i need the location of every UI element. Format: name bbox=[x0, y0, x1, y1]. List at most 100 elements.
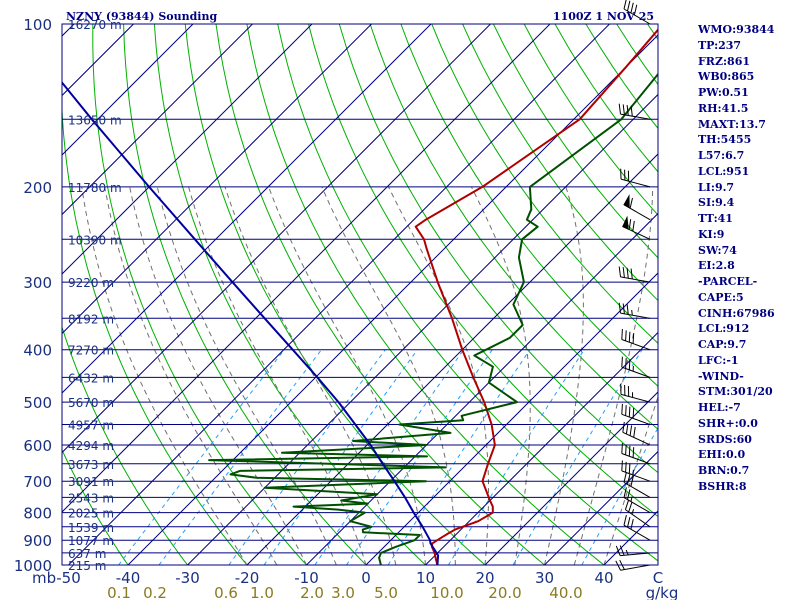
mixing-ratio-label: 0.2 bbox=[143, 584, 167, 600]
wind-barb bbox=[623, 472, 651, 498]
sounding-index-item: KI:9 bbox=[698, 227, 725, 241]
isotherm-line bbox=[68, 24, 610, 565]
height-label: 4294 m bbox=[68, 439, 114, 453]
sounding-index-item: SRDS:60 bbox=[698, 432, 752, 446]
parcel-trace bbox=[62, 80, 440, 565]
sounding-index-item: BRN:0.7 bbox=[698, 464, 750, 477]
temperature-tick-label: -10 bbox=[294, 569, 319, 587]
pressure-tick-label: 700 bbox=[23, 473, 52, 491]
temperature-tick-label: -20 bbox=[235, 569, 260, 587]
sounding-index-item: SW:74 bbox=[698, 243, 737, 257]
wind-barb bbox=[624, 499, 651, 528]
dry-adiabat-line bbox=[246, 24, 605, 565]
wind-barb bbox=[621, 403, 651, 426]
sounding-index-item: HEL:-7 bbox=[698, 401, 741, 414]
wind-barb bbox=[622, 421, 651, 446]
mixing-ratio-label: 2.0 bbox=[300, 584, 324, 600]
height-label: 2025 m bbox=[68, 507, 114, 521]
mixing-ratio-line bbox=[118, 349, 285, 565]
sounding-index-item: SHR+:0.0 bbox=[698, 416, 758, 430]
temperature-tick-label: -40 bbox=[116, 569, 141, 587]
mixing-ratio-label: 0.1 bbox=[107, 584, 131, 600]
temperature-tick-label: -30 bbox=[175, 569, 200, 587]
isotherm-line bbox=[62, 24, 551, 513]
height-label: 5670 m bbox=[68, 396, 114, 410]
moist-adiabat-line bbox=[104, 186, 278, 565]
isotherm-line bbox=[544, 450, 658, 565]
wind-barbs bbox=[615, 0, 651, 571]
pressure-tick-label: 300 bbox=[23, 274, 52, 292]
height-label: 3091 m bbox=[68, 475, 114, 489]
pressure-tick-label: 400 bbox=[23, 342, 52, 360]
height-label: 3673 m bbox=[68, 458, 114, 472]
temperature-tick-label: 10 bbox=[416, 569, 435, 587]
wind-barb bbox=[621, 443, 651, 465]
isotherm-line bbox=[62, 24, 372, 335]
height-label: 16270 m bbox=[68, 18, 122, 32]
height-label: 215 m bbox=[68, 559, 106, 573]
isotherm-line bbox=[127, 34, 658, 565]
sounding-index-item: -WIND- bbox=[698, 369, 744, 383]
temperature-tick-label: 20 bbox=[475, 569, 494, 587]
moist-adiabat-line bbox=[321, 186, 456, 565]
wind-barb-flag bbox=[623, 194, 630, 209]
wind-barb bbox=[623, 514, 651, 541]
grid-layer bbox=[62, 24, 658, 565]
dewpoint-trace bbox=[208, 72, 658, 565]
temperature-tick-label: 0 bbox=[361, 569, 371, 587]
isotherm-line bbox=[62, 24, 313, 275]
wind-barb bbox=[621, 356, 651, 378]
sounding-index-item: L57:6.7 bbox=[698, 149, 745, 162]
sounding-index-item: TH:5455 bbox=[698, 133, 752, 147]
height-label: 13650 m bbox=[68, 113, 122, 127]
height-label: 1077 m bbox=[68, 534, 114, 548]
moist-adiabat-line bbox=[188, 186, 367, 565]
sounding-index-item: -PARCEL- bbox=[698, 275, 758, 288]
sounding-index-item: CAP:9.7 bbox=[698, 338, 747, 351]
temperature-tick-label: -50 bbox=[56, 569, 81, 587]
sounding-index-item: LFC:-1 bbox=[698, 353, 739, 367]
sounding-index-item: STM:301/20 bbox=[698, 385, 773, 399]
sounding-index-item: EI:2.8 bbox=[698, 259, 735, 273]
height-label: 9220 m bbox=[68, 276, 114, 290]
pressure-tick-label: 900 bbox=[23, 532, 52, 550]
moist-adiabat-line bbox=[268, 186, 426, 565]
mixing-ratio-label: 10.0 bbox=[430, 584, 463, 600]
sounding-index-item: FRZ:861 bbox=[698, 54, 751, 68]
pressure-unit-label: mb bbox=[32, 569, 56, 587]
sounding-index-item: PW:0.51 bbox=[698, 86, 749, 99]
wind-barb bbox=[623, 487, 651, 514]
mixing-ratio-unit-label: g/kg bbox=[646, 584, 679, 600]
isotherm-line bbox=[62, 24, 253, 216]
moist-adiabat-line bbox=[129, 186, 307, 565]
mixing-ratio-label: 3.0 bbox=[331, 584, 355, 600]
sounding-index-item: SI:9.4 bbox=[698, 196, 735, 210]
mixing-ratio-label: 0.6 bbox=[214, 584, 238, 600]
wind-barb bbox=[621, 460, 651, 482]
sounding-index-item: MAXT:13.7 bbox=[698, 117, 766, 131]
height-label: 10390 m bbox=[68, 233, 122, 247]
isotherm-line bbox=[425, 331, 658, 565]
wind-barb bbox=[618, 103, 651, 120]
sounding-index-item: BSHR:8 bbox=[698, 479, 747, 493]
pressure-tick-label: 500 bbox=[23, 394, 52, 412]
sounding-index-item: TT:41 bbox=[698, 212, 733, 225]
wind-barb bbox=[618, 302, 651, 319]
height-label: 6432 m bbox=[68, 371, 114, 385]
isotherm-line bbox=[62, 24, 194, 156]
wind-barb bbox=[620, 383, 651, 403]
chart-time: 1100Z 1 NOV 25 bbox=[553, 10, 654, 23]
sounding-indices-list: WMO:93844 TP:237 FRZ:861 WB0:865 PW:0.51 RH:4… bbox=[698, 22, 798, 495]
sounding-index-item: RH:41.5 bbox=[698, 101, 749, 115]
moist-adiabat-line bbox=[81, 186, 248, 565]
mixing-ratio-label: 20.0 bbox=[488, 584, 521, 600]
sounding-index-item: TP:237 bbox=[698, 38, 742, 52]
pressure-tick-label: 100 bbox=[23, 16, 52, 34]
isotherm-line bbox=[365, 272, 658, 565]
mixing-ratio-line bbox=[158, 349, 322, 565]
plot-frame bbox=[61, 23, 659, 566]
sounding-index-item: LCL:951 bbox=[698, 164, 750, 178]
chart-title: NZNY (93844) Sounding bbox=[66, 10, 217, 23]
wind-barb bbox=[615, 545, 651, 557]
